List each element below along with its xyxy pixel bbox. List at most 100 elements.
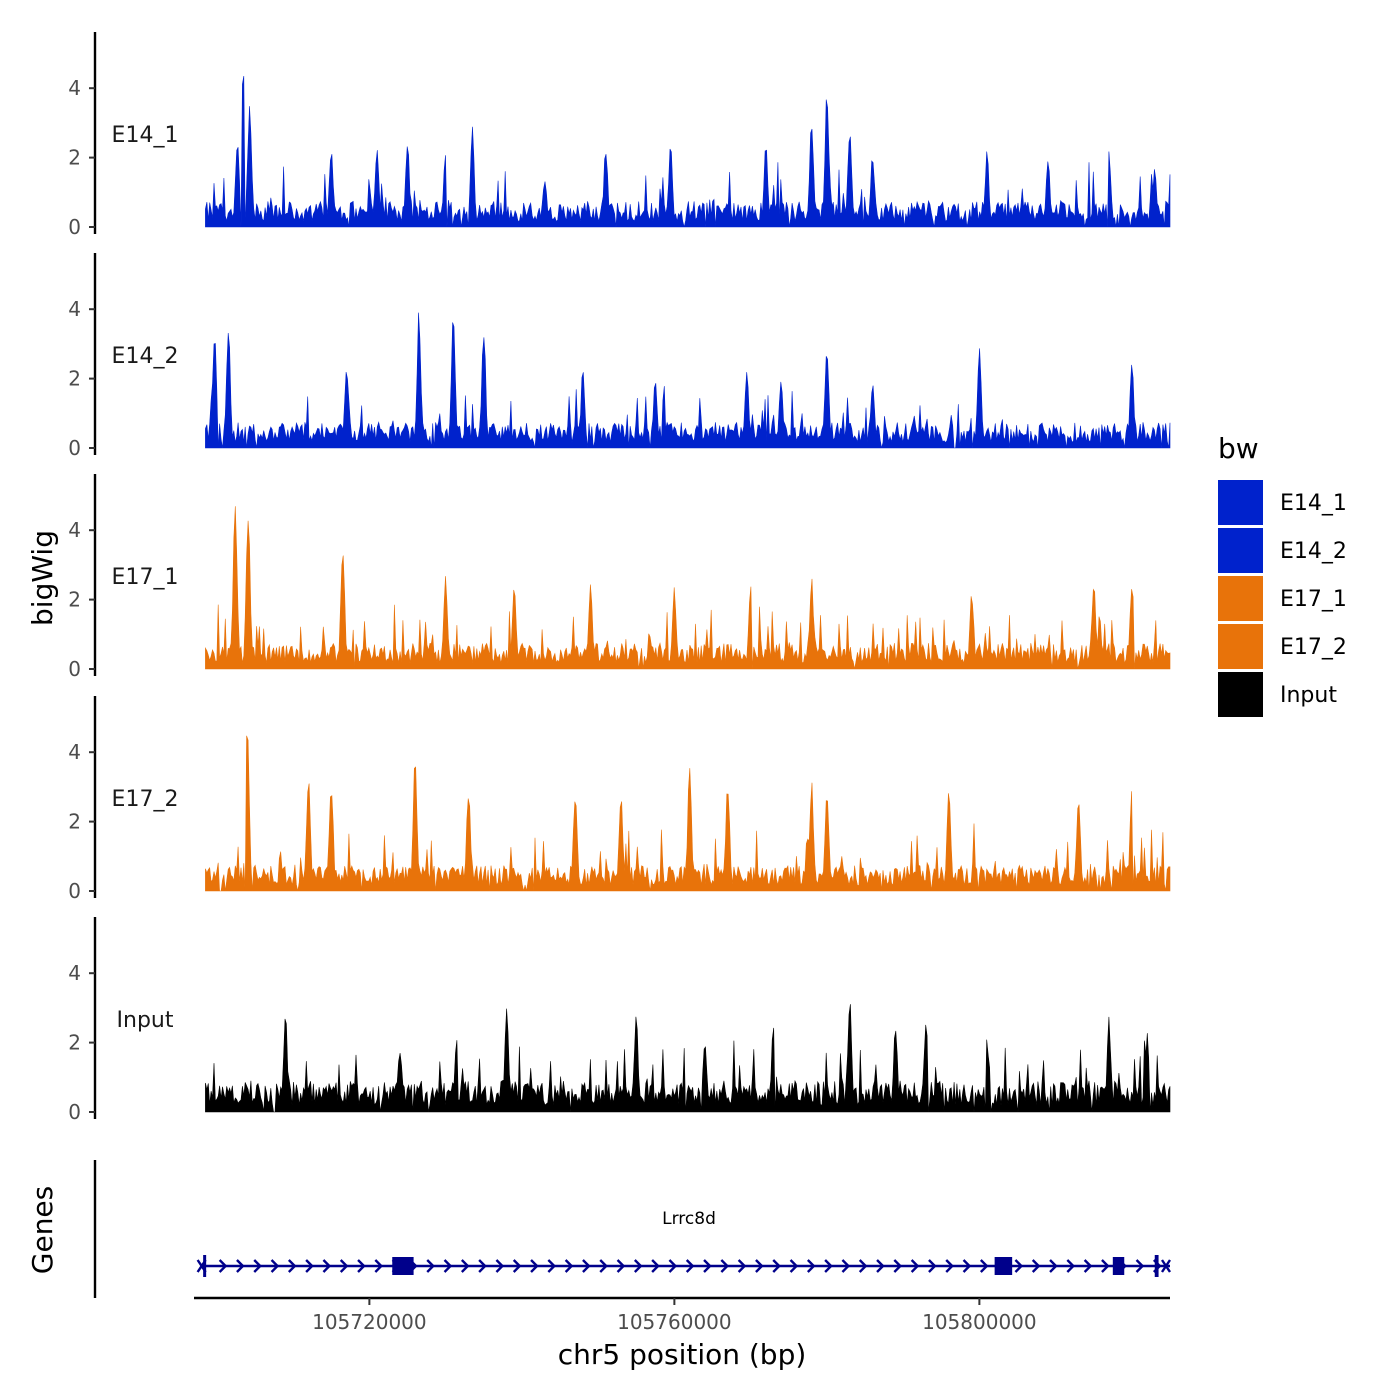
strand-arrow [616, 1259, 626, 1273]
strand-arrow [737, 1259, 747, 1273]
strand-arrow [720, 1259, 730, 1273]
exon [1154, 1255, 1159, 1277]
strand-arrow [322, 1259, 332, 1273]
strand-arrow [858, 1259, 868, 1273]
track-label: Input [117, 1008, 174, 1033]
legend-label: E17_1 [1280, 587, 1347, 612]
strand-arrow [979, 1259, 989, 1273]
gene-track: Lrrc8d [93, 1160, 1171, 1298]
strand-arrow [651, 1259, 660, 1273]
strand-arrow [512, 1259, 522, 1273]
legend-label: E14_1 [1280, 491, 1347, 516]
strand-arrow [1135, 1259, 1145, 1273]
strand-arrow [495, 1259, 505, 1273]
strand-arrow [703, 1259, 712, 1273]
strand-arrow [668, 1259, 678, 1273]
legend-swatch [1218, 624, 1263, 669]
strand-arrow [876, 1259, 885, 1273]
coverage-tracks: 0 2 4 E14_1 0 2 4 E14_2 0 2 4 E17_1 0 2 4 E17_2 0 2 4 Input [68, 32, 1171, 1124]
strand-arrow [236, 1259, 245, 1273]
track-label: E14_2 [112, 344, 179, 369]
legend-label: E17_2 [1280, 635, 1347, 660]
y-tick-label: 0 [68, 436, 81, 460]
y-tick-label: 0 [68, 1100, 81, 1124]
strand-arrow [478, 1259, 487, 1273]
legend-swatch [1218, 576, 1263, 621]
strand-arrow [893, 1259, 903, 1273]
legend-swatch [1218, 480, 1263, 525]
track-label: E14_1 [112, 123, 179, 148]
legend: bw E14_1 E14_2 E17_1 E17_2 Input [1218, 432, 1347, 717]
legend-title: bw [1218, 432, 1259, 465]
legend-label: Input [1280, 683, 1337, 708]
strand-arrow [218, 1259, 228, 1273]
x-axis: 105720000 105760000 105800000 [194, 1296, 1170, 1334]
y-tick-label: 4 [68, 961, 81, 985]
x-tick-label: 105760000 [617, 1310, 732, 1334]
y-tick-label: 2 [68, 810, 81, 834]
coverage-area [205, 1004, 1171, 1113]
gene-end-marker [1161, 1259, 1171, 1273]
strand-arrow [928, 1259, 937, 1273]
track-label: E17_1 [112, 565, 179, 590]
strand-arrow [806, 1259, 816, 1273]
y-tick-label: 4 [68, 518, 81, 542]
exon [203, 1255, 207, 1277]
coverage-area [205, 312, 1171, 449]
strand-arrow [685, 1259, 695, 1273]
strand-arrow [1066, 1259, 1076, 1273]
strand-arrow [564, 1259, 574, 1273]
y-tick-label: 4 [68, 76, 81, 100]
strand-arrow [945, 1259, 954, 1273]
exon [994, 1257, 1013, 1275]
coverage-area [205, 735, 1171, 892]
strand-arrow [287, 1259, 297, 1273]
strand-arrow [599, 1259, 608, 1273]
strand-arrow [460, 1259, 470, 1273]
x-axis-title: chr5 position (bp) [558, 1338, 807, 1371]
strand-arrow [789, 1259, 799, 1273]
strand-arrow [582, 1259, 591, 1273]
strand-arrow [962, 1259, 972, 1273]
x-tick-label: 105720000 [312, 1310, 427, 1334]
y-tick-label: 0 [68, 215, 81, 239]
strand-arrow [530, 1259, 539, 1273]
strand-arrow [253, 1259, 262, 1273]
exon [392, 1257, 414, 1275]
strand-arrow [824, 1259, 833, 1273]
genes-axis-title: Genes [26, 1186, 59, 1274]
track-label: E17_2 [112, 787, 179, 812]
strand-arrow [910, 1259, 920, 1273]
coverage-area [205, 506, 1171, 670]
gene-label: Lrrc8d [662, 1209, 716, 1229]
strand-arrow [270, 1259, 280, 1273]
legend-swatch [1218, 672, 1263, 717]
y-axis-title: bigWig [26, 530, 59, 626]
strand-arrow [772, 1259, 781, 1273]
strand-arrow [443, 1259, 453, 1273]
strand-arrow [1101, 1259, 1110, 1273]
y-tick-label: 0 [68, 657, 81, 681]
track-e14-2: 0 2 4 E14_2 [68, 253, 1171, 460]
strand-arrow [374, 1259, 384, 1273]
strand-arrow [633, 1259, 643, 1273]
strand-arrow [305, 1259, 314, 1273]
legend-label: E14_2 [1280, 539, 1347, 564]
strand-arrow [755, 1259, 764, 1273]
track-e14-1: 0 2 4 E14_1 [68, 32, 1171, 239]
exon [1112, 1257, 1125, 1275]
y-tick-label: 4 [68, 740, 81, 764]
strand-arrow [1014, 1259, 1024, 1273]
y-tick-label: 2 [68, 146, 81, 170]
track-e17-2: 0 2 4 E17_2 [68, 696, 1171, 903]
x-tick-label: 105800000 [922, 1310, 1037, 1334]
y-tick-label: 2 [68, 588, 81, 612]
y-tick-label: 0 [68, 879, 81, 903]
strand-arrow [426, 1259, 435, 1273]
y-tick-label: 2 [68, 1031, 81, 1055]
strand-arrow [357, 1259, 366, 1273]
coverage-area [205, 75, 1171, 228]
y-tick-label: 4 [68, 297, 81, 321]
strand-arrow [841, 1259, 851, 1273]
